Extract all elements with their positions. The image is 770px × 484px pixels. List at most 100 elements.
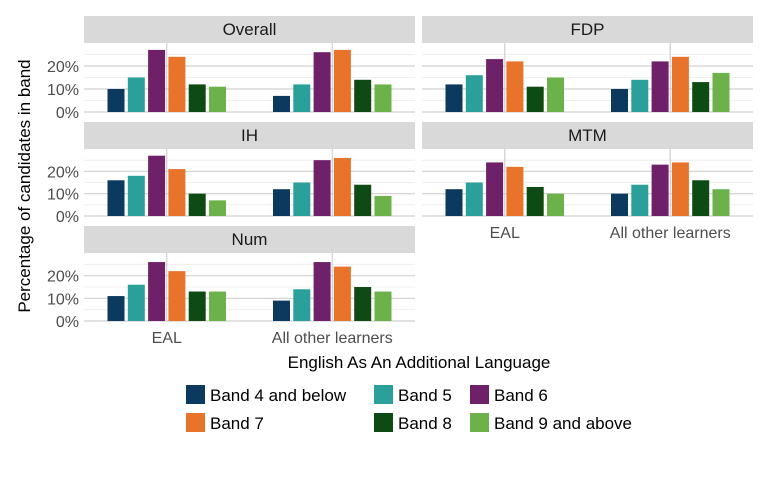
bar [273,300,290,321]
bar [293,289,311,321]
facet-panel: FDP [422,16,753,113]
bar [209,291,226,321]
bar [209,200,226,216]
legend-label: Band 4 and below [210,386,347,405]
y-tick-label: 10% [47,291,79,308]
bar [354,184,372,216]
legend-item: Band 6 [470,385,548,405]
facet-strip [84,226,415,253]
bar [526,186,544,216]
legend-swatch [470,413,489,432]
legend-swatch [470,385,489,404]
bar [712,189,730,216]
bar [631,79,649,112]
bar [671,162,689,216]
facet-strip [422,122,753,149]
bar [547,77,564,112]
bar [313,160,331,216]
bar [148,262,166,321]
bar [712,72,730,112]
bar [293,84,311,112]
legend: Band 4 and below Band 5 Band 6 Band 7 Band 8… [186,385,632,433]
facet-panel: Num 0% 10% 20% EAL All other learners [47,226,415,347]
legend-swatch [374,413,393,432]
bar [168,271,186,321]
facet-panel: Overall 0% 10% 20% [47,16,415,122]
bar [445,189,463,216]
legend-item: Band 8 [374,413,452,433]
bar [651,61,669,112]
bar [168,169,186,216]
x-tick-label: EAL [152,330,182,347]
facet-strip [422,16,753,43]
legend-label: Band 6 [494,386,548,405]
bar [273,95,290,112]
legend-label: Band 7 [210,414,264,433]
bar [107,296,125,321]
facet-panel: MTM EAL All other learners [422,122,753,242]
legend-label: Band 8 [398,414,452,433]
bar [374,291,392,321]
bar [671,56,689,112]
facet-panels: Overall 0% 10% 20% FDP IH 0% 10% 20% MTM EAL All ot… [47,16,753,347]
legend-item: Band 9 and above [470,413,632,433]
facet-title: IH [241,126,258,145]
y-tick-label: 20% [47,59,79,76]
bar [333,157,351,216]
bar [692,180,710,216]
bar [354,79,372,112]
y-tick-label: 20% [47,164,79,181]
facet-title: Overall [223,20,277,39]
bar [127,77,145,112]
facet-panel: IH 0% 10% 20% [47,122,415,226]
bar [631,184,649,216]
x-tick-label: All other learners [610,225,731,242]
y-tick-label: 0% [56,105,79,122]
bar [486,59,504,112]
legend-label: Band 9 and above [494,414,632,433]
bar [547,193,564,216]
bar [611,89,628,112]
y-tick-label: 10% [47,82,79,99]
bar [273,189,290,216]
bar [168,56,186,112]
bar [354,287,372,321]
legend-label: Band 5 [398,386,452,405]
bar [148,155,166,216]
y-axis-title: Percentage of candidates in band [15,59,34,312]
legend-item: Band 7 [186,413,264,433]
bar [611,193,628,216]
bar [465,182,483,216]
y-tick-label: 0% [56,314,79,331]
bar [293,182,311,216]
bar [465,75,483,112]
bar [506,166,524,216]
bar [506,61,524,112]
legend-swatch [186,385,205,404]
bar [127,284,145,321]
bar [486,162,504,216]
bar [374,84,392,112]
legend-item: Band 4 and below [186,385,347,405]
x-tick-label: All other learners [272,330,393,347]
facet-strip [84,122,415,149]
bar [127,175,145,216]
bar [209,86,226,112]
bar [107,180,125,216]
bar [313,262,331,321]
legend-swatch [374,385,393,404]
facet-title: Num [232,230,268,249]
legend-item: Band 5 [374,385,452,405]
bar [188,291,206,321]
facet-title: MTM [568,126,607,145]
bar [445,84,463,112]
bar [107,89,125,112]
bar [333,266,351,321]
bar [148,49,166,112]
bar [526,86,544,112]
facet-title: FDP [571,20,605,39]
x-axis-title: English As An Additional Language [288,353,551,372]
bar [374,195,392,216]
bar [651,164,669,216]
